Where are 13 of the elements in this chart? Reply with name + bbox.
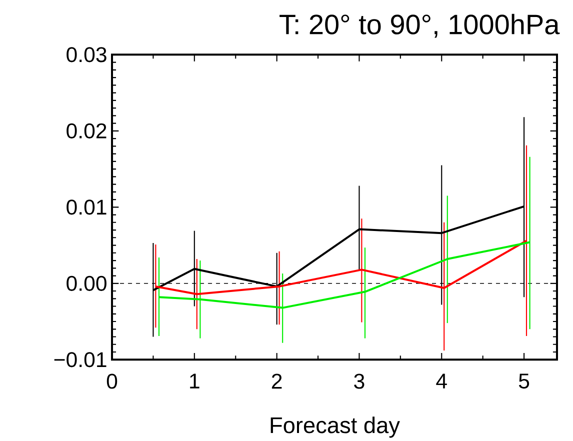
- x-tick-label: 4: [436, 374, 447, 388]
- x-tick-label: 1: [190, 374, 200, 388]
- x-tick-label: 5: [518, 374, 530, 389]
- y-tick-label: 0.01: [66, 200, 106, 215]
- x-axis-title: Forecast day: [270, 416, 400, 438]
- y-tick-label: 0.02: [66, 123, 106, 138]
- chart-title: T: 20° to 90°, 1000hPa: [280, 14, 560, 38]
- x-tick-label: 2: [272, 374, 282, 389]
- x-tick-label: 3: [354, 374, 364, 389]
- y-tick-label: −0.01: [54, 352, 106, 368]
- y-tick-label: 0.03: [66, 47, 106, 62]
- y-tick-label: 0.00: [66, 276, 106, 291]
- x-tick-label: 0: [106, 374, 118, 389]
